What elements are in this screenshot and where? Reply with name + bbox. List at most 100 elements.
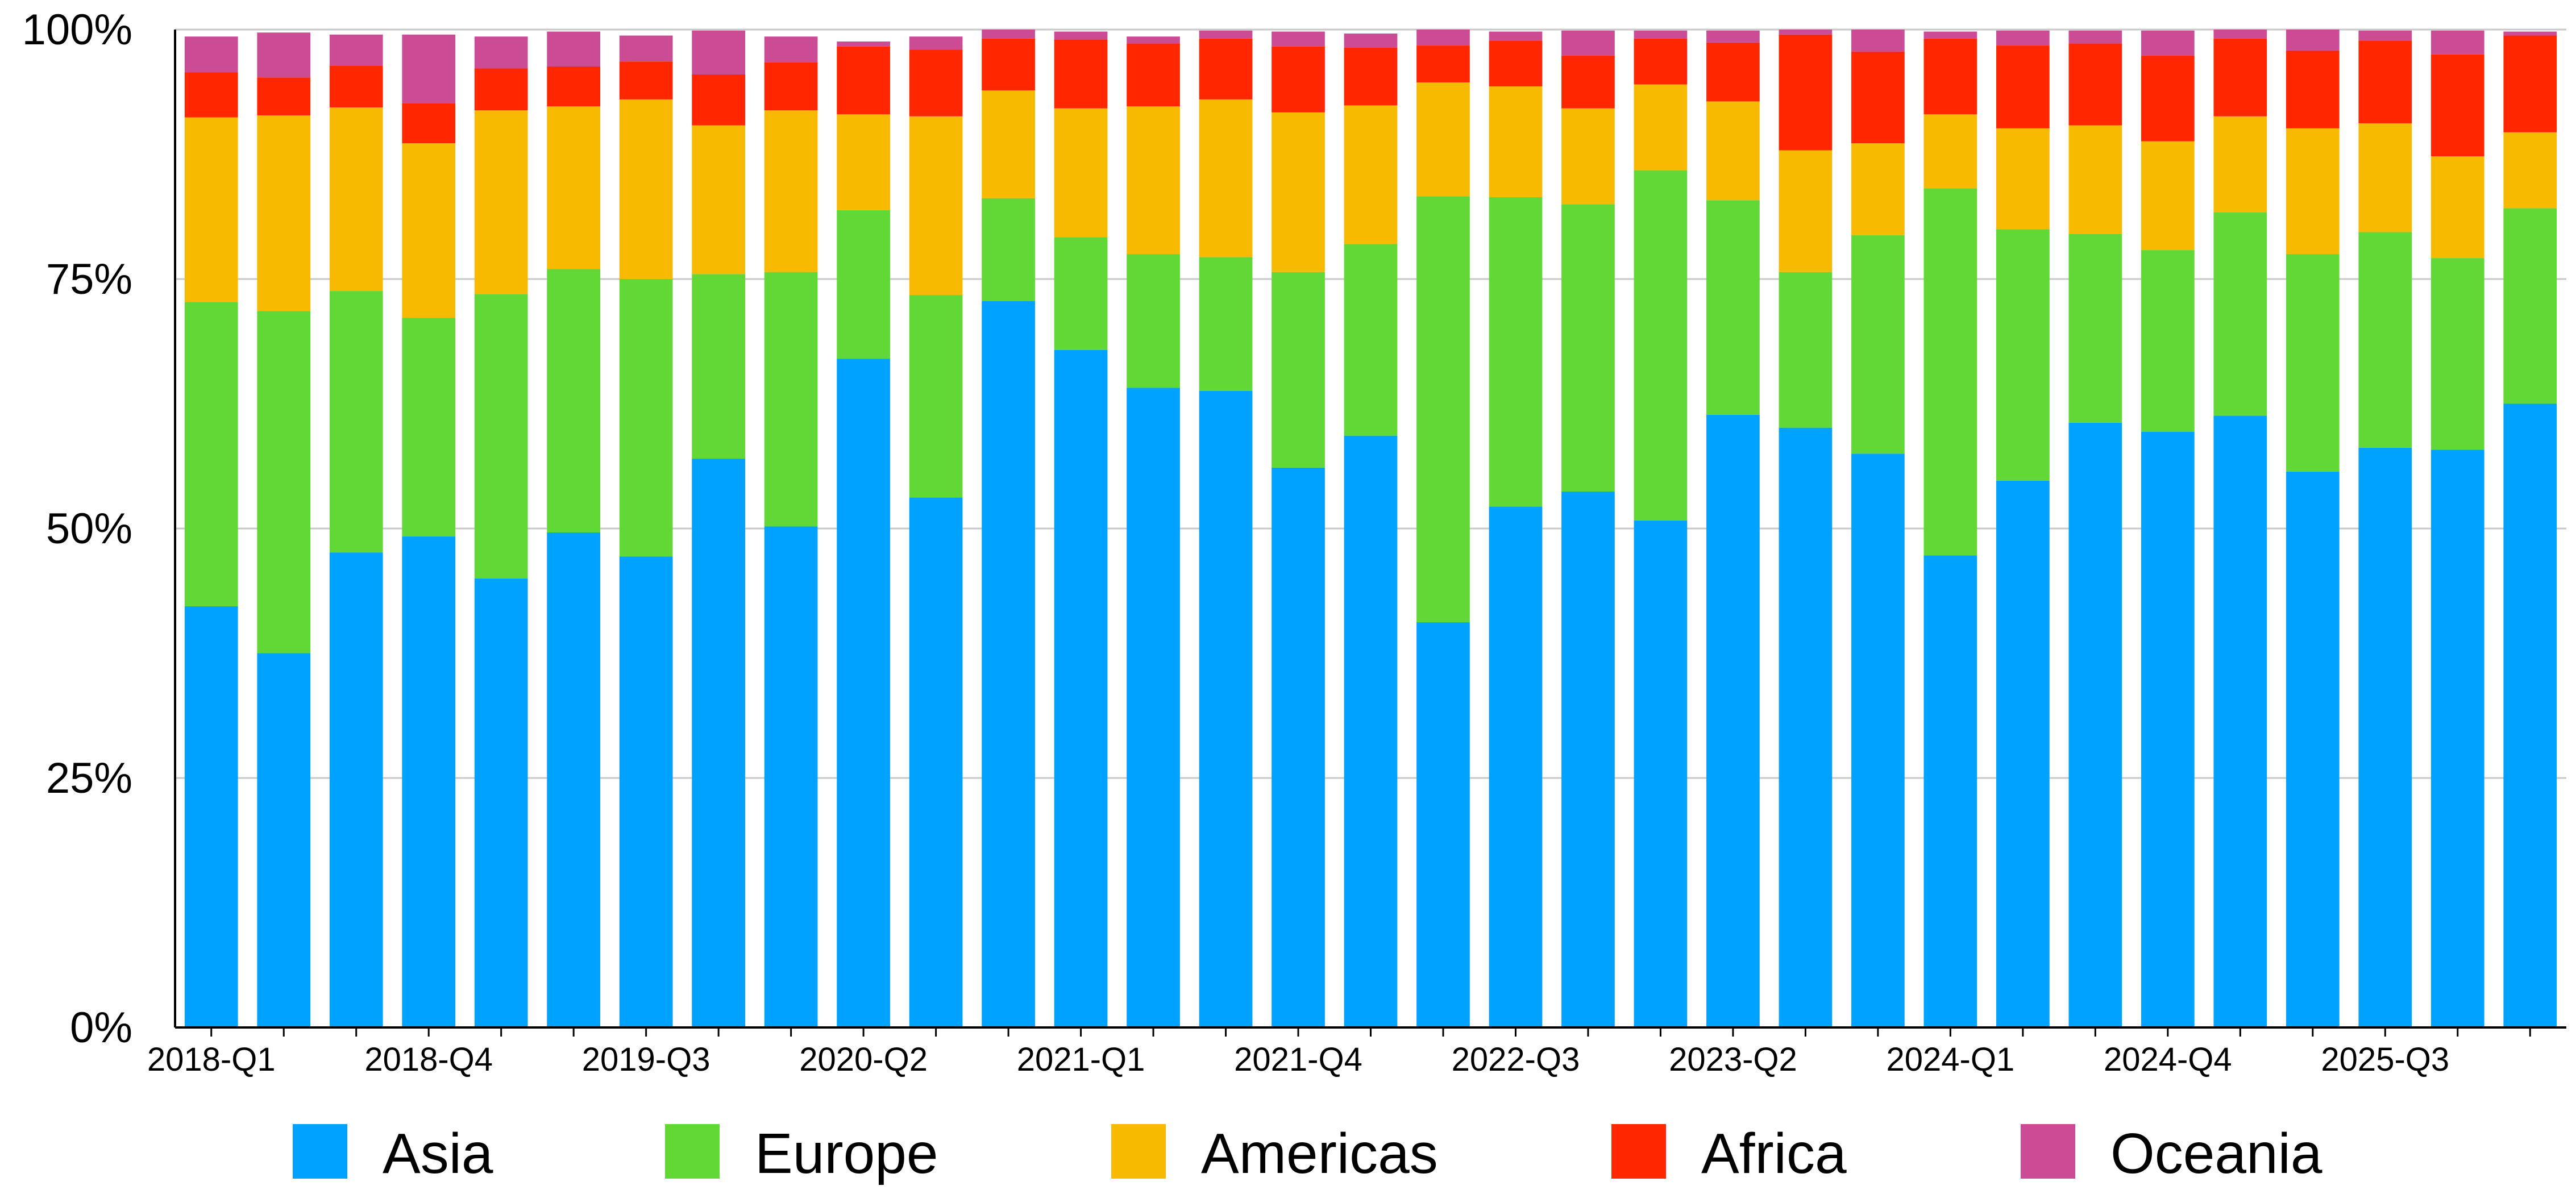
legend-item-africa: Africa [1611,1122,1847,1185]
legend-swatch [1611,1124,1666,1179]
bar-segment-oceania [2358,30,2412,41]
bar-segment-asia [764,526,818,1027]
x-tick-label: 2018-Q4 [364,1041,493,1078]
y-tick-label: 75% [46,255,132,303]
bar-segment-europe [1706,200,1760,415]
bar-segment-asia [1416,622,1470,1027]
bar-segment-africa [402,103,456,144]
bar-segment-europe [1634,170,1688,521]
bar-segment-africa [1416,45,1470,83]
bar-segment-asia [982,301,1035,1027]
bar-segment-europe [184,302,238,606]
bar-segment-asia [1706,414,1760,1028]
bar-segment-oceania [2068,30,2122,44]
bar-segment-asia [2503,403,2557,1027]
bar-segment-asia [1561,492,1615,1027]
bar-segment-oceania [1344,34,1398,48]
bar-segment-europe [692,274,745,459]
legend-label: Africa [1701,1122,1847,1185]
bar-segment-asia [692,459,745,1027]
bar-segment-americas [1272,112,1325,272]
bar-segment-americas [2213,116,2267,213]
bar-segment-europe [1996,229,2050,481]
bar-stack [1054,31,1108,1027]
bar-stack [982,30,1035,1027]
bar-segment-europe [1779,272,1833,428]
bar-segment-asia [1199,390,1253,1027]
bar-segment-africa [1779,34,1833,151]
bar-segment-americas [2503,132,2557,209]
bar-segment-europe [1199,257,1253,391]
bar-segment-oceania [2141,30,2195,56]
bar-segment-americas [909,116,963,296]
bar-segment-asia [1127,388,1180,1027]
bar-segment-europe [619,279,673,557]
bar-segment-africa [764,62,818,111]
bar-stack [1996,30,2050,1027]
bar-segment-asia [1344,435,1398,1027]
bar-segment-oceania [1923,31,1977,39]
bar-segment-oceania [619,35,673,62]
bar-stack [474,36,528,1027]
bar-segment-asia [184,606,238,1027]
bar-segment-africa [1561,55,1615,109]
legend-swatch [293,1124,347,1179]
bar-segment-oceania [2213,30,2267,39]
bar-segment-africa [547,66,601,107]
bar-segment-americas [474,110,528,294]
x-tick-label: 2021-Q1 [1017,1041,1145,1078]
bar-segment-oceania [2503,31,2557,36]
bar-segment-europe [402,318,456,537]
bar-stack [2358,30,2412,1027]
bar-segment-americas [1416,82,1470,197]
bar-segment-americas [184,117,238,302]
bar-segment-africa [257,77,311,116]
bar-stack [1272,31,1325,1027]
bar-segment-americas [1923,114,1977,189]
bar-stack [764,36,818,1027]
bar-segment-americas [1199,99,1253,257]
bar-segment-oceania [547,31,601,66]
bar-segment-americas [1996,128,2050,230]
bar-segment-europe [1272,272,1325,468]
bar-segment-africa [2430,54,2484,157]
bar-segment-europe [982,198,1035,301]
bar-segment-oceania [1489,31,1543,41]
bar-stack [2286,30,2340,1027]
bar-segment-africa [2141,55,2195,142]
bar-segment-africa [1923,38,1977,115]
bar-stack [1416,30,1470,1027]
bar-segment-africa [837,46,890,115]
legend-item-oceania: Oceania [2021,1122,2322,1185]
bar-segment-africa [184,72,238,118]
bar-segment-oceania [1416,30,1470,46]
bar-segment-oceania [402,34,456,103]
legend-label: Asia [383,1122,493,1185]
bar-stack [1489,31,1543,1027]
bar-segment-africa [1706,42,1760,102]
y-tick-label: 25% [46,754,132,802]
bar-segment-oceania [1851,30,1905,52]
bar-segment-africa [1344,47,1398,106]
legend-label: Oceania [2110,1122,2322,1185]
legend-swatch [665,1124,720,1179]
bar-segment-africa [1272,46,1325,113]
x-tick-label: 2019-Q3 [582,1041,711,1078]
bar-segment-asia [2213,415,2267,1027]
legend-label: Europe [755,1122,938,1185]
bar-segment-oceania [1706,30,1760,43]
bar-segment-americas [1344,105,1398,244]
bar-segment-americas [837,114,890,210]
bar-segment-americas [2430,156,2484,259]
bar-stack [257,32,311,1027]
bar-stack [2503,31,2557,1027]
bar-segment-europe [2430,258,2484,450]
x-tick-label: 2022-Q3 [1452,1041,1580,1078]
bar-segment-africa [619,61,673,99]
bar-segment-africa [1127,43,1180,107]
bar-stack [2068,30,2122,1027]
bar-stack [184,36,238,1027]
bar-segment-asia [2358,447,2412,1027]
bar-segment-oceania [1634,30,1688,39]
